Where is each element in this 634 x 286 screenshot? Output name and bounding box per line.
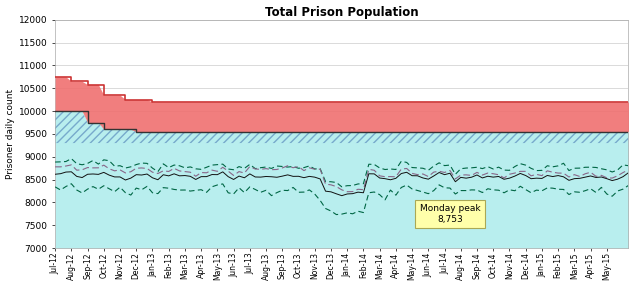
Y-axis label: Prisoner daily count: Prisoner daily count	[6, 89, 15, 179]
Text: Monday peak
8,753: Monday peak 8,753	[420, 204, 481, 224]
Title: Total Prison Population: Total Prison Population	[265, 5, 418, 19]
